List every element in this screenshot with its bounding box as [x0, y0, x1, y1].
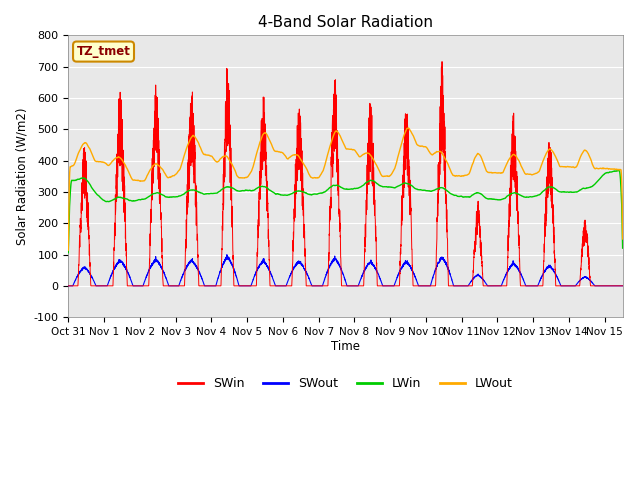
Legend: SWin, SWout, LWin, LWout: SWin, SWout, LWin, LWout [173, 372, 518, 396]
Text: TZ_tmet: TZ_tmet [77, 45, 131, 58]
Y-axis label: Solar Radiation (W/m2): Solar Radiation (W/m2) [15, 108, 28, 245]
X-axis label: Time: Time [331, 340, 360, 353]
Title: 4-Band Solar Radiation: 4-Band Solar Radiation [258, 15, 433, 30]
